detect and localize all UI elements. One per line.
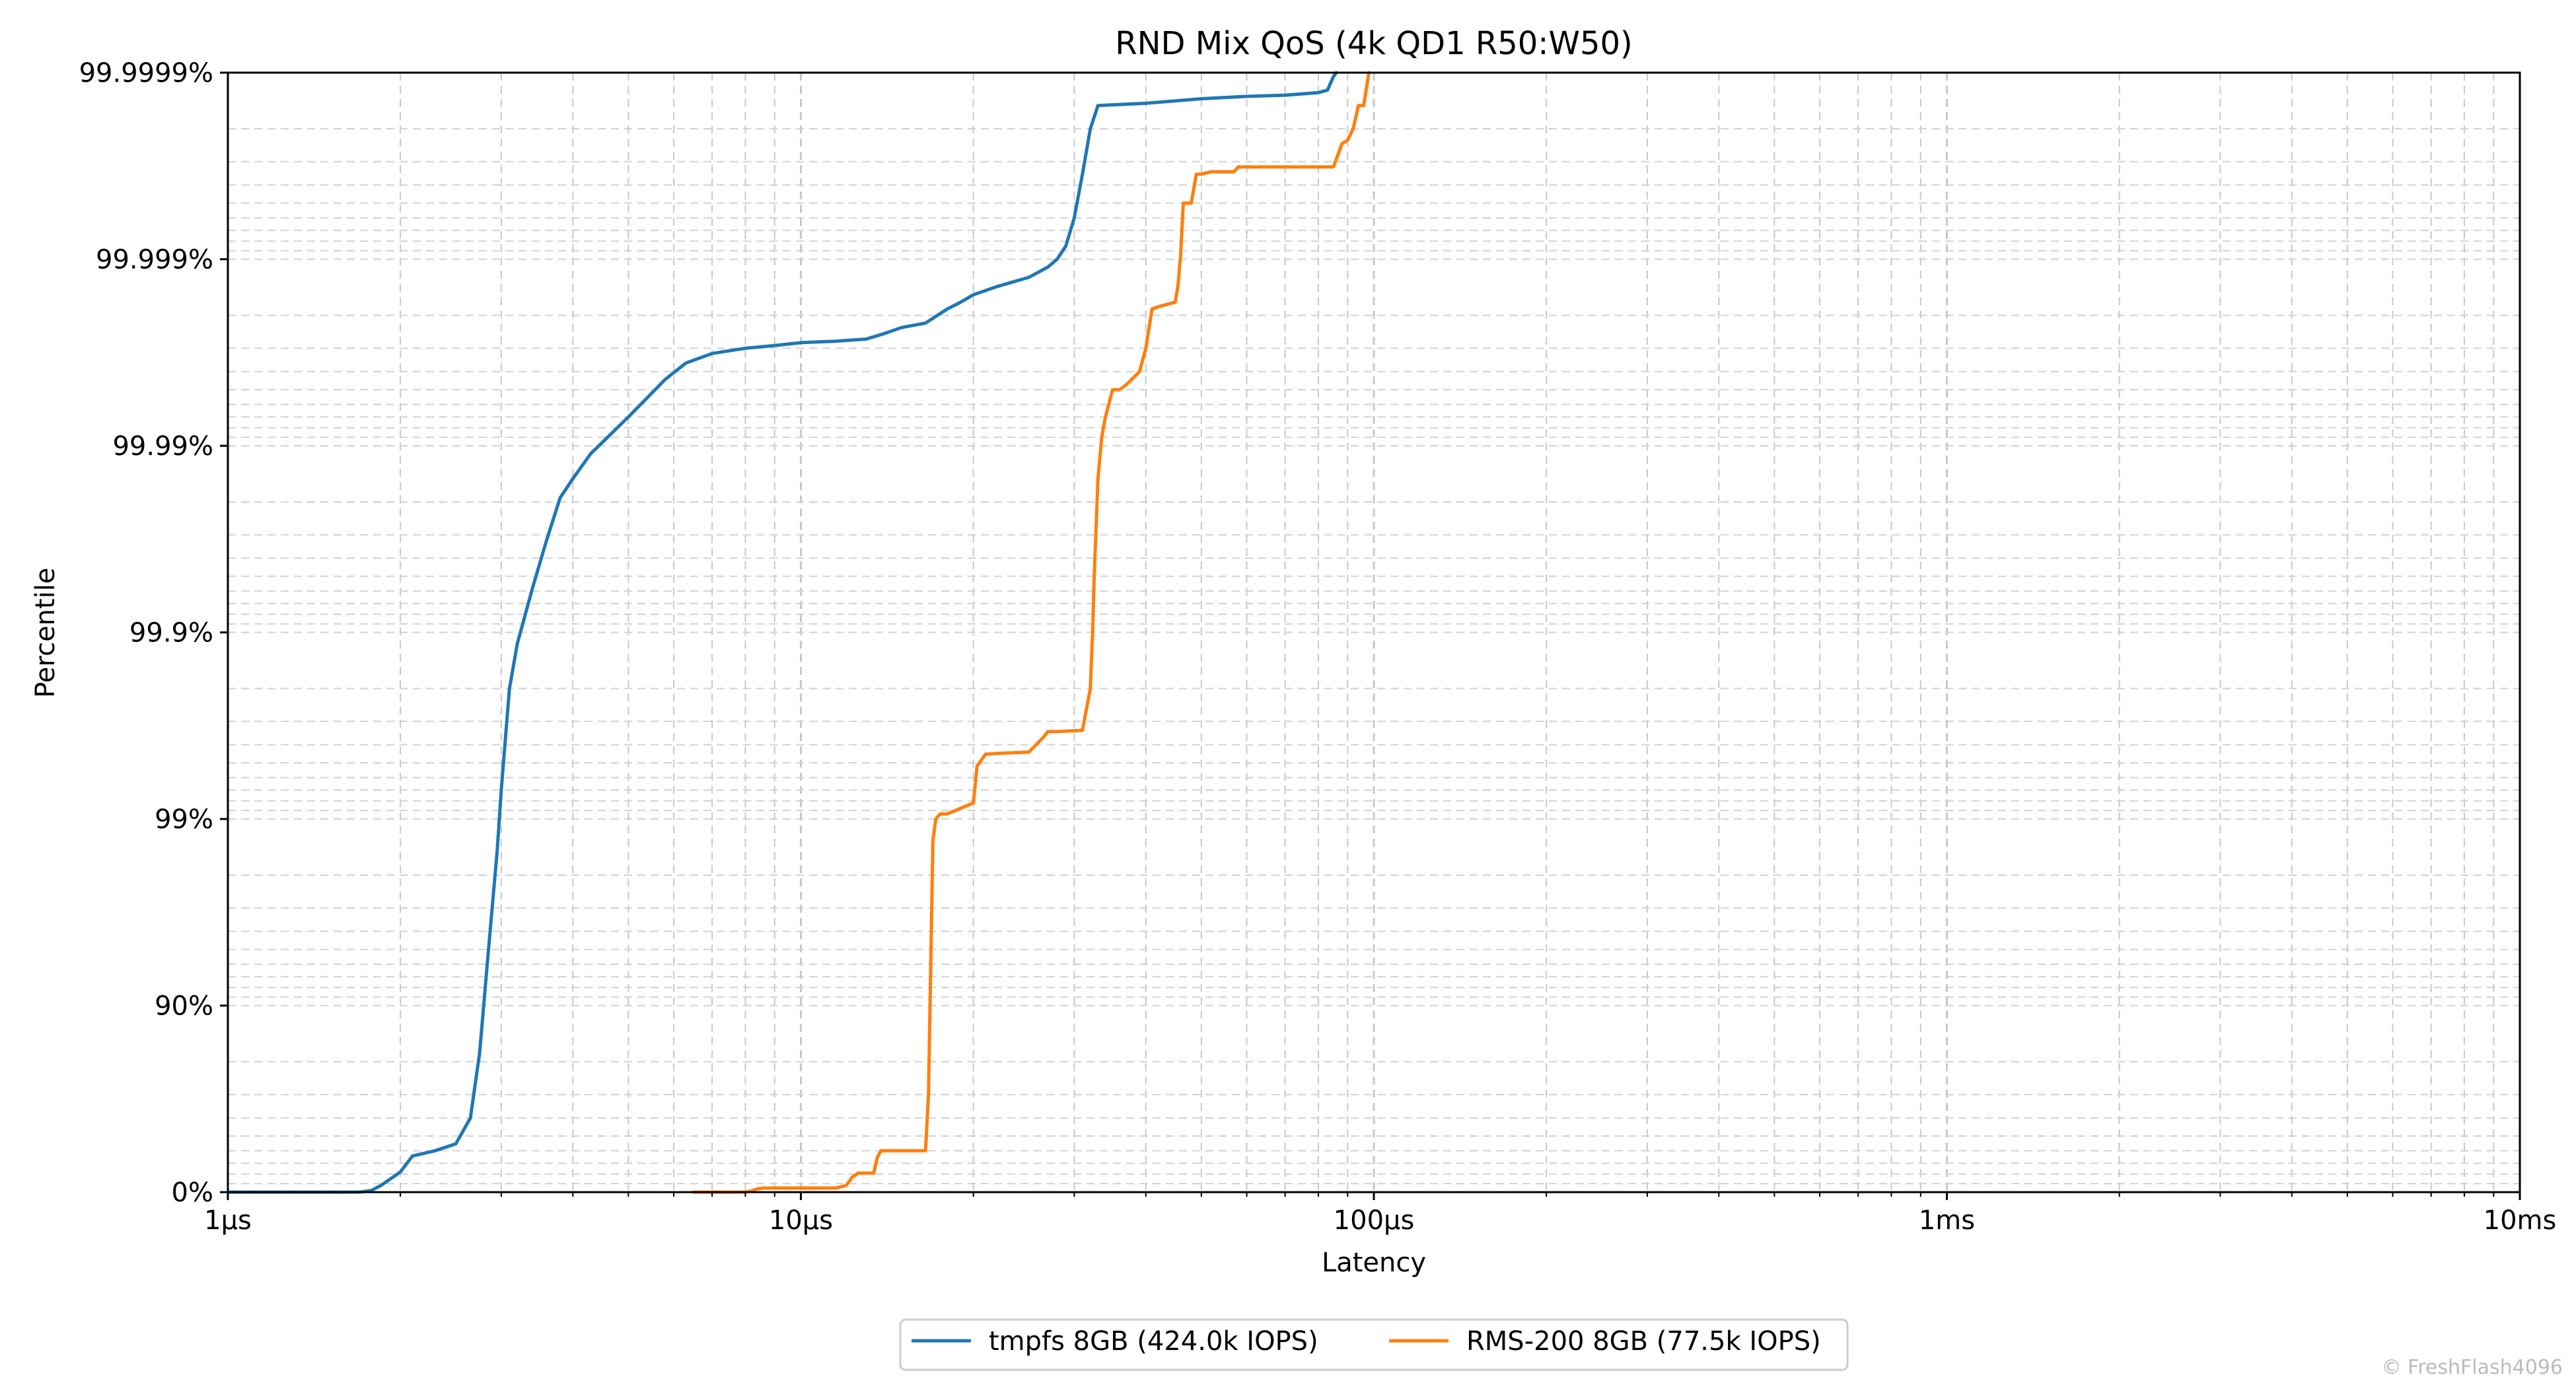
x-axis-ticks: 1µs 10µs 100µs 1ms 10ms bbox=[204, 1192, 2556, 1236]
legend-label-tmpfs: tmpfs 8GB (424.0k IOPS) bbox=[989, 1326, 1318, 1357]
series-line-1 bbox=[692, 71, 1371, 1194]
legend-label-rms200: RMS-200 8GB (77.5k IOPS) bbox=[1466, 1326, 1821, 1357]
y-axis-label: Percentile bbox=[30, 567, 61, 697]
x-tick-label: 100µs bbox=[1334, 1205, 1415, 1236]
series-line-0 bbox=[226, 71, 1338, 1194]
y-tick-label: 99% bbox=[155, 804, 213, 835]
watermark: © FreshFlash4096 bbox=[2382, 1356, 2563, 1379]
series-lines bbox=[226, 71, 1371, 1194]
legend-box bbox=[899, 1318, 1849, 1371]
legend: tmpfs 8GB (424.0k IOPS) RMS-200 8GB (77.… bbox=[899, 1318, 1849, 1371]
chart-title: RND Mix QoS (4k QD1 R50:W50) bbox=[1115, 25, 1633, 62]
x-tick-label: 10µs bbox=[769, 1205, 833, 1236]
y-tick-label: 90% bbox=[155, 991, 213, 1022]
y-tick-label: 0% bbox=[172, 1178, 213, 1208]
x-tick-label: 1µs bbox=[204, 1205, 252, 1236]
y-axis-ticks: 0% 90% 99% 99.9% 99.99% 99.999% 99.9999% bbox=[79, 58, 228, 1208]
x-tick-label: 10ms bbox=[2484, 1205, 2557, 1236]
grid-lines bbox=[228, 72, 2520, 1192]
y-tick-label: 99.999% bbox=[96, 245, 213, 275]
y-tick-label: 99.9999% bbox=[79, 58, 213, 89]
y-tick-label: 99.9% bbox=[129, 618, 213, 649]
x-axis-label: Latency bbox=[1322, 1248, 1426, 1278]
y-tick-label: 99.99% bbox=[112, 431, 213, 462]
x-tick-label: 1ms bbox=[1919, 1205, 1975, 1236]
